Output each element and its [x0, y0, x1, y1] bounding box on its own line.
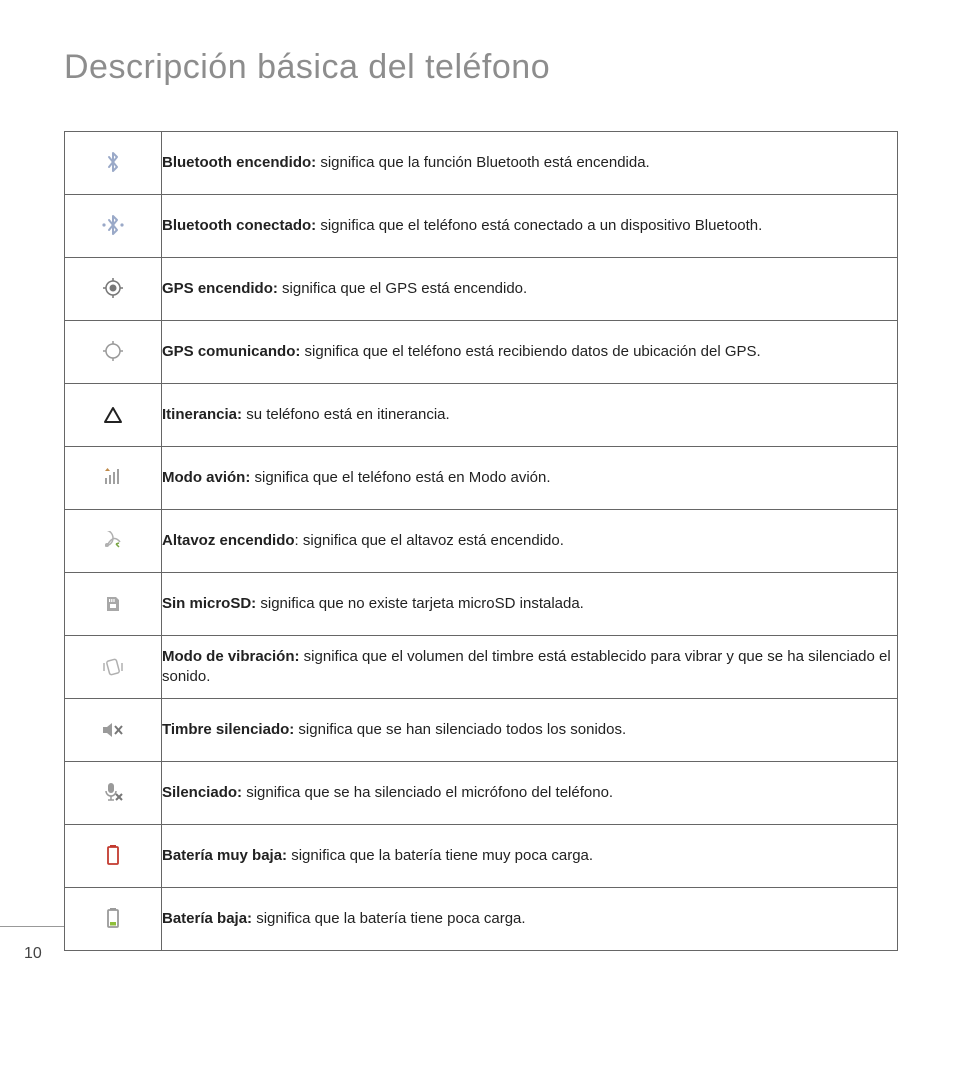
term-label: Modo avión: [162, 469, 250, 486]
description-cell: Altavoz encendido: significa que el alta… [162, 510, 898, 573]
term-label: GPS comunicando: [162, 343, 300, 360]
table-row: GPS comunicando: significa que el teléfo… [65, 321, 898, 384]
icon-cell [65, 699, 162, 762]
table-row: Batería baja: significa que la batería t… [65, 888, 898, 951]
description-cell: Silenciado: significa que se ha silencia… [162, 762, 898, 825]
term-label: Batería baja: [162, 910, 252, 927]
roaming-icon [99, 401, 127, 429]
table-row: Itinerancia: su teléfono está en itinera… [65, 384, 898, 447]
status-icon-table-body: Bluetooth encendido: significa que la fu… [65, 132, 898, 951]
description-cell: Modo de vibración: significa que el volu… [162, 636, 898, 699]
icon-cell [65, 384, 162, 447]
term-description: significa que la batería tiene poca carg… [252, 910, 526, 927]
term-description: significa que la función Bluetooth está … [316, 154, 650, 171]
description-cell: GPS encendido: significa que el GPS está… [162, 258, 898, 321]
term-description: significa que se han silenciado todos lo… [294, 721, 626, 738]
term-description: significa que el teléfono está conectado… [316, 217, 762, 234]
icon-cell [65, 888, 162, 951]
icon-cell [65, 510, 162, 573]
term-description: significa que el teléfono está recibiend… [300, 343, 760, 360]
description-cell: Itinerancia: su teléfono está en itinera… [162, 384, 898, 447]
page-number: 10 [24, 945, 42, 963]
table-row: Bluetooth encendido: significa que la fu… [65, 132, 898, 195]
term-label: Bluetooth encendido: [162, 154, 316, 171]
term-label: Timbre silenciado: [162, 721, 294, 738]
battery-very-low-icon [99, 841, 127, 869]
term-description: significa que se ha silenciado el micróf… [242, 784, 613, 801]
speaker-on-icon [99, 527, 127, 555]
term-description: su teléfono está en itinerancia. [242, 406, 450, 423]
footer-rule [0, 926, 64, 927]
table-row: Sin microSD: significa que no existe tar… [65, 573, 898, 636]
ringer-mute-icon [99, 716, 127, 744]
term-description: significa que no existe tarjeta microSD … [256, 595, 584, 612]
icon-cell [65, 195, 162, 258]
term-description: significa que el teléfono está en Modo a… [250, 469, 550, 486]
icon-cell [65, 258, 162, 321]
manual-page: Descripción básica del teléfono Bluetoot… [0, 0, 954, 991]
icon-cell [65, 825, 162, 888]
term-label: Sin microSD: [162, 595, 256, 612]
bluetooth-icon [99, 148, 127, 176]
term-label: GPS encendido: [162, 280, 278, 297]
table-row: Silenciado: significa que se ha silencia… [65, 762, 898, 825]
icon-cell [65, 762, 162, 825]
term-label: Silenciado: [162, 784, 242, 801]
term-label: Bluetooth conectado: [162, 217, 316, 234]
bluetooth-connected-icon [99, 211, 127, 239]
table-row: Timbre silenciado: significa que se han … [65, 699, 898, 762]
battery-low-icon [99, 904, 127, 932]
airplane-mode-icon [99, 464, 127, 492]
description-cell: GPS comunicando: significa que el teléfo… [162, 321, 898, 384]
table-row: Modo de vibración: significa que el volu… [65, 636, 898, 699]
icon-cell [65, 132, 162, 195]
description-cell: Batería baja: significa que la batería t… [162, 888, 898, 951]
table-row: Modo avión: significa que el teléfono es… [65, 447, 898, 510]
table-row: Batería muy baja: significa que la bater… [65, 825, 898, 888]
gps-on-icon [99, 274, 127, 302]
description-cell: Bluetooth conectado: significa que el te… [162, 195, 898, 258]
term-description: significa que el GPS está encendido. [278, 280, 527, 297]
mic-mute-icon [99, 778, 127, 806]
status-icon-table: Bluetooth encendido: significa que la fu… [64, 131, 898, 951]
term-label: Itinerancia: [162, 406, 242, 423]
icon-cell [65, 447, 162, 510]
term-description: significa que la batería tiene muy poca … [287, 847, 593, 864]
icon-cell [65, 573, 162, 636]
term-label: Batería muy baja: [162, 847, 287, 864]
table-row: GPS encendido: significa que el GPS está… [65, 258, 898, 321]
description-cell: Timbre silenciado: significa que se han … [162, 699, 898, 762]
no-microsd-icon [99, 590, 127, 618]
icon-cell [65, 636, 162, 699]
icon-cell [65, 321, 162, 384]
gps-comm-icon [99, 337, 127, 365]
table-row: Altavoz encendido: significa que el alta… [65, 510, 898, 573]
description-cell: Modo avión: significa que el teléfono es… [162, 447, 898, 510]
term-description: : significa que el altavoz está encendid… [295, 532, 564, 549]
description-cell: Batería muy baja: significa que la bater… [162, 825, 898, 888]
term-label: Modo de vibración: [162, 648, 300, 665]
term-label: Altavoz encendido [162, 532, 295, 549]
table-row: Bluetooth conectado: significa que el te… [65, 195, 898, 258]
description-cell: Sin microSD: significa que no existe tar… [162, 573, 898, 636]
vibrate-icon [99, 653, 127, 681]
description-cell: Bluetooth encendido: significa que la fu… [162, 132, 898, 195]
page-title: Descripción básica del teléfono [64, 48, 898, 87]
